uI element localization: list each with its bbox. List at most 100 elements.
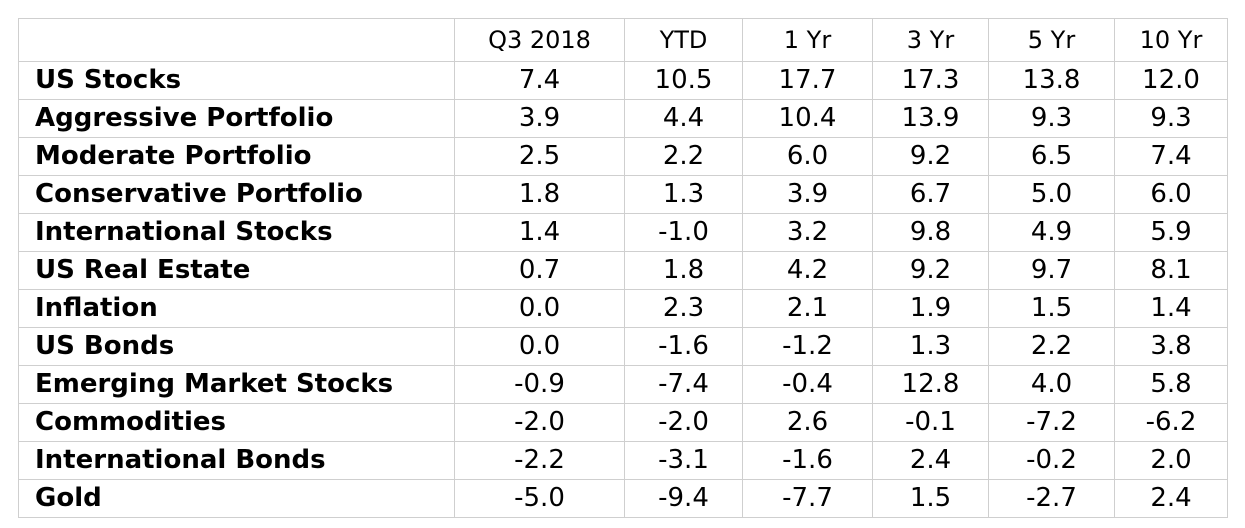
column-header-3yr: 3 Yr — [872, 18, 989, 62]
value-cell-10yr: 2.4 — [1114, 479, 1228, 518]
column-header-10yr: 10 Yr — [1114, 18, 1228, 62]
value-cell-q3-2018: 0.0 — [454, 327, 625, 366]
value-cell-5yr: 9.7 — [988, 251, 1115, 290]
value-cell-ytd: -2.0 — [624, 403, 743, 442]
table-row: Aggressive Portfolio 3.9 4.4 10.4 13.9 9.3 9.3 — [18, 99, 1228, 138]
value-cell-3yr: 17.3 — [872, 61, 989, 100]
value-cell-q3-2018: -2.2 — [454, 441, 625, 480]
value-cell-q3-2018: 1.8 — [454, 175, 625, 214]
value-cell-10yr: 5.9 — [1114, 213, 1228, 252]
value-cell-10yr: 3.8 — [1114, 327, 1228, 366]
value-cell-3yr: 1.5 — [872, 479, 989, 518]
value-cell-5yr: 9.3 — [988, 99, 1115, 138]
value-cell-q3-2018: -2.0 — [454, 403, 625, 442]
value-cell-ytd: -1.0 — [624, 213, 743, 252]
value-cell-q3-2018: 1.4 — [454, 213, 625, 252]
value-cell-3yr: 2.4 — [872, 441, 989, 480]
value-cell-10yr: 7.4 — [1114, 137, 1228, 176]
row-label: Moderate Portfolio — [18, 137, 455, 176]
value-cell-q3-2018: 2.5 — [454, 137, 625, 176]
value-cell-10yr: 9.3 — [1114, 99, 1228, 138]
table-row: International Stocks 1.4 -1.0 3.2 9.8 4.9 5.9 — [18, 213, 1228, 252]
value-cell-1yr: -7.7 — [742, 479, 873, 518]
row-label: Inflation — [18, 289, 455, 328]
row-label: International Stocks — [18, 213, 455, 252]
value-cell-1yr: 17.7 — [742, 61, 873, 100]
value-cell-5yr: 4.0 — [988, 365, 1115, 404]
value-cell-ytd: -1.6 — [624, 327, 743, 366]
table-header: Q3 2018 YTD 1 Yr 3 Yr 5 Yr 10 Yr — [18, 18, 1228, 62]
row-label: US Bonds — [18, 327, 455, 366]
row-label: International Bonds — [18, 441, 455, 480]
value-cell-q3-2018: 0.7 — [454, 251, 625, 290]
value-cell-q3-2018: 7.4 — [454, 61, 625, 100]
value-cell-3yr: 13.9 — [872, 99, 989, 138]
value-cell-ytd: -9.4 — [624, 479, 743, 518]
table-row: Moderate Portfolio 2.5 2.2 6.0 9.2 6.5 7.4 — [18, 137, 1228, 176]
value-cell-3yr: 1.3 — [872, 327, 989, 366]
column-header-1yr: 1 Yr — [742, 18, 873, 62]
value-cell-5yr: -7.2 — [988, 403, 1115, 442]
table-row: Gold -5.0 -9.4 -7.7 1.5 -2.7 2.4 — [18, 479, 1228, 518]
value-cell-10yr: 5.8 — [1114, 365, 1228, 404]
value-cell-ytd: 4.4 — [624, 99, 743, 138]
row-label: Emerging Market Stocks — [18, 365, 455, 404]
header-row: Q3 2018 YTD 1 Yr 3 Yr 5 Yr 10 Yr — [18, 18, 1228, 62]
value-cell-3yr: -0.1 — [872, 403, 989, 442]
header-corner-cell — [18, 18, 455, 62]
row-label: Aggressive Portfolio — [18, 99, 455, 138]
value-cell-1yr: 6.0 — [742, 137, 873, 176]
value-cell-ytd: -7.4 — [624, 365, 743, 404]
value-cell-3yr: 6.7 — [872, 175, 989, 214]
table-row: Emerging Market Stocks -0.9 -7.4 -0.4 12.8 4.… — [18, 365, 1228, 404]
value-cell-3yr: 1.9 — [872, 289, 989, 328]
value-cell-5yr: -2.7 — [988, 479, 1115, 518]
value-cell-1yr: 3.9 — [742, 175, 873, 214]
value-cell-1yr: -0.4 — [742, 365, 873, 404]
value-cell-1yr: 3.2 — [742, 213, 873, 252]
value-cell-q3-2018: -5.0 — [454, 479, 625, 518]
value-cell-q3-2018: 3.9 — [454, 99, 625, 138]
row-label: US Stocks — [18, 61, 455, 100]
value-cell-ytd: 2.3 — [624, 289, 743, 328]
value-cell-5yr: 5.0 — [988, 175, 1115, 214]
table-body: US Stocks 7.4 10.5 17.7 17.3 13.8 12.0 Aggressi… — [18, 61, 1228, 518]
value-cell-3yr: 9.2 — [872, 251, 989, 290]
value-cell-ytd: -3.1 — [624, 441, 743, 480]
table-row: US Real Estate 0.7 1.8 4.2 9.2 9.7 8.1 — [18, 251, 1228, 290]
value-cell-10yr: 6.0 — [1114, 175, 1228, 214]
value-cell-ytd: 1.8 — [624, 251, 743, 290]
value-cell-1yr: -1.2 — [742, 327, 873, 366]
table-row: US Bonds 0.0 -1.6 -1.2 1.3 2.2 3.8 — [18, 327, 1228, 366]
value-cell-ytd: 10.5 — [624, 61, 743, 100]
value-cell-ytd: 2.2 — [624, 137, 743, 176]
column-header-ytd: YTD — [624, 18, 743, 62]
value-cell-q3-2018: -0.9 — [454, 365, 625, 404]
table-row: Conservative Portfolio 1.8 1.3 3.9 6.7 5.0 6.0 — [18, 175, 1228, 214]
value-cell-3yr: 9.8 — [872, 213, 989, 252]
value-cell-5yr: 13.8 — [988, 61, 1115, 100]
value-cell-10yr: 1.4 — [1114, 289, 1228, 328]
value-cell-10yr: -6.2 — [1114, 403, 1228, 442]
value-cell-5yr: 1.5 — [988, 289, 1115, 328]
table-row: International Bonds -2.2 -3.1 -1.6 2.4 -0.2 2.… — [18, 441, 1228, 480]
row-label: Conservative Portfolio — [18, 175, 455, 214]
value-cell-10yr: 12.0 — [1114, 61, 1228, 100]
table-row: US Stocks 7.4 10.5 17.7 17.3 13.8 12.0 — [18, 61, 1228, 100]
value-cell-1yr: 2.1 — [742, 289, 873, 328]
value-cell-1yr: 2.6 — [742, 403, 873, 442]
value-cell-1yr: 4.2 — [742, 251, 873, 290]
table-row: Commodities -2.0 -2.0 2.6 -0.1 -7.2 -6.2 — [18, 403, 1228, 442]
value-cell-10yr: 8.1 — [1114, 251, 1228, 290]
returns-table: Q3 2018 YTD 1 Yr 3 Yr 5 Yr 10 Yr US Stoc… — [18, 18, 1228, 518]
value-cell-q3-2018: 0.0 — [454, 289, 625, 328]
value-cell-1yr: -1.6 — [742, 441, 873, 480]
table-row: Inflation 0.0 2.3 2.1 1.9 1.5 1.4 — [18, 289, 1228, 328]
value-cell-10yr: 2.0 — [1114, 441, 1228, 480]
value-cell-5yr: 4.9 — [988, 213, 1115, 252]
returns-table-container: Q3 2018 YTD 1 Yr 3 Yr 5 Yr 10 Yr US Stoc… — [18, 18, 1228, 518]
row-label: Gold — [18, 479, 455, 518]
row-label: Commodities — [18, 403, 455, 442]
value-cell-5yr: 6.5 — [988, 137, 1115, 176]
row-label: US Real Estate — [18, 251, 455, 290]
